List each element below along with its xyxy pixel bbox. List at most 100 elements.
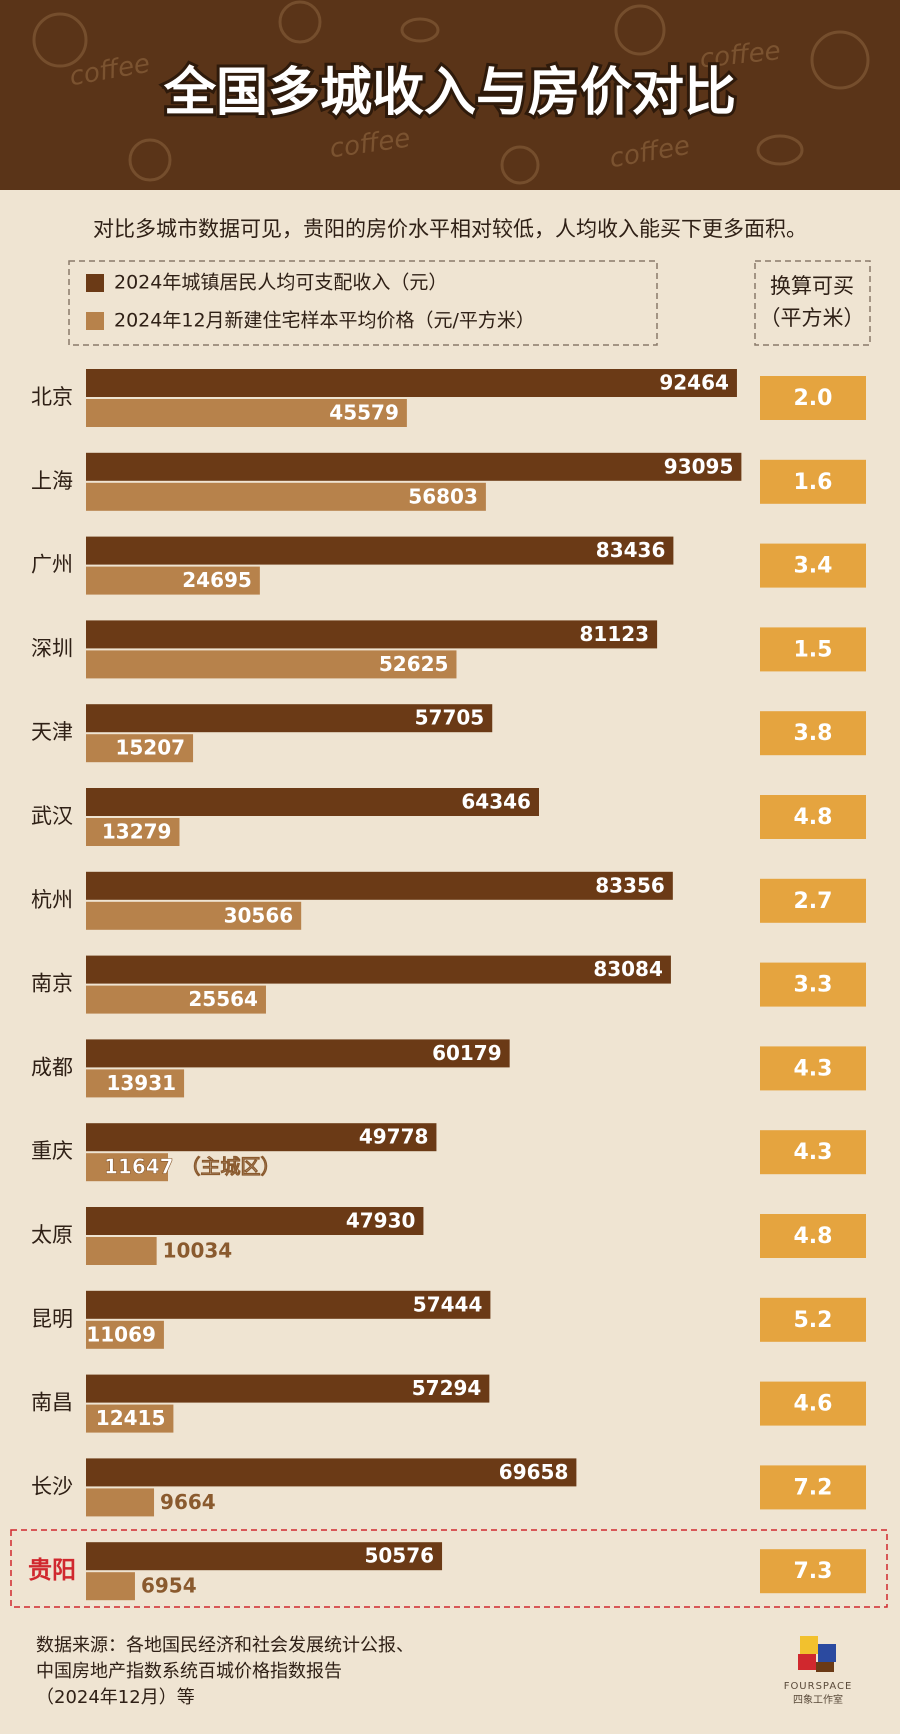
area-value: 7.3 <box>794 1559 833 1584</box>
value-label: 30566 <box>224 903 294 927</box>
value-label: 83436 <box>596 538 666 562</box>
bar <box>86 955 671 984</box>
logo-mark <box>798 1636 836 1672</box>
bar <box>86 399 407 427</box>
value-label: 92464 <box>659 371 729 395</box>
legend-swatch <box>86 274 104 292</box>
category-label: 上海 <box>31 469 73 493</box>
category-label: 深圳 <box>31 636 73 660</box>
bar <box>86 788 539 816</box>
value-label: 69658 <box>499 1460 569 1484</box>
bar <box>86 1153 168 1182</box>
bar <box>86 1237 157 1265</box>
value-label: 15207 <box>115 736 185 760</box>
value-label: 57294 <box>412 1376 482 1400</box>
category-label: 武汉 <box>31 804 73 828</box>
bar <box>86 369 737 397</box>
area-value: 7.2 <box>794 1475 833 1500</box>
value-label: 57705 <box>415 706 485 730</box>
bar <box>86 1488 155 1517</box>
category-label: 贵阳 <box>28 1556 76 1584</box>
bar <box>86 818 180 846</box>
bar <box>86 734 194 763</box>
value-label: 60179 <box>432 1041 502 1065</box>
area-box <box>760 795 866 839</box>
category-label: 广州 <box>31 553 73 577</box>
header-decor <box>32 0 870 185</box>
bar <box>86 536 674 565</box>
area-value: 4.8 <box>794 1224 833 1249</box>
subtitle: 对比多城市数据可见，贵阳的房价水平相对较低，人均收入能买下更多面积。 <box>93 217 807 241</box>
value-label: 12415 <box>96 1406 166 1430</box>
column-header: 换算可买 <box>770 274 854 298</box>
logo-text: 四象工作室 <box>793 1693 843 1706</box>
value-label: 64346 <box>461 790 531 814</box>
column-header-box <box>754 260 871 346</box>
source-note: 数据来源：各地国民经济和社会发展统计公报、 <box>36 1635 414 1656</box>
value-label: 93095 <box>664 454 734 478</box>
value-label: 13931 <box>106 1071 176 1095</box>
source-note: （2024年12月）等 <box>36 1687 195 1708</box>
area-value: 4.8 <box>794 805 833 830</box>
category-label: 太原 <box>31 1223 73 1247</box>
category-label: 昆明 <box>31 1307 73 1331</box>
value-label: 81123 <box>580 622 650 646</box>
category-label: 北京 <box>31 385 73 409</box>
legend-label: 2024年12月新建住宅样本平均价格（元/平方米） <box>114 310 535 332</box>
area-value: 5.2 <box>794 1308 833 1333</box>
area-value: 4.3 <box>794 1056 833 1081</box>
value-label: 10034 <box>163 1239 233 1263</box>
bar <box>86 482 486 511</box>
value-label: 45579 <box>329 401 399 425</box>
bar <box>86 1039 510 1068</box>
value-label: 83084 <box>593 957 663 981</box>
bar <box>86 1542 443 1571</box>
bar <box>86 1572 135 1601</box>
category-label: 长沙 <box>31 1474 73 1498</box>
bar <box>86 1374 490 1403</box>
category-label: 南昌 <box>31 1391 73 1415</box>
area-box <box>760 1130 866 1175</box>
category-label: 成都 <box>31 1055 73 1079</box>
chart-title: 全国多城收入与房价对比 <box>163 63 736 123</box>
area-box <box>760 711 866 756</box>
bar <box>86 620 658 649</box>
category-label: 重庆 <box>31 1139 73 1163</box>
value-label: 52625 <box>379 652 449 676</box>
area-box <box>760 1214 866 1258</box>
bar <box>86 1207 424 1235</box>
value-label: 49778 <box>359 1125 429 1149</box>
value-label: 47930 <box>346 1209 416 1233</box>
area-value: 1.6 <box>794 470 833 495</box>
column-header: （平方米） <box>760 306 865 330</box>
value-label: 6954 <box>141 1574 197 1598</box>
bar <box>86 704 493 733</box>
value-label: 57444 <box>413 1292 483 1316</box>
bar <box>86 1320 164 1349</box>
bar <box>86 1404 174 1433</box>
area-box <box>760 627 866 672</box>
bar <box>86 566 260 595</box>
value-label: 24695 <box>182 568 252 592</box>
value-label: 50576 <box>364 1544 434 1568</box>
bar <box>86 452 742 481</box>
area-value: 3.8 <box>794 721 833 746</box>
category-label: 杭州 <box>31 888 73 912</box>
bar <box>86 871 673 900</box>
header-band <box>0 0 900 190</box>
bar <box>86 1458 577 1487</box>
area-value: 1.5 <box>794 637 833 662</box>
value-label: 83356 <box>595 873 665 897</box>
value-label: 11647 （主城区） <box>104 1155 281 1179</box>
area-value: 4.6 <box>794 1392 833 1417</box>
area-value: 3.4 <box>794 554 833 579</box>
value-label: 56803 <box>408 484 478 508</box>
bar <box>86 1290 491 1319</box>
area-box <box>760 1549 866 1594</box>
bar <box>86 1123 437 1152</box>
area-box <box>760 1297 866 1342</box>
area-value: 2.0 <box>794 386 833 411</box>
category-label: 天津 <box>31 720 73 744</box>
